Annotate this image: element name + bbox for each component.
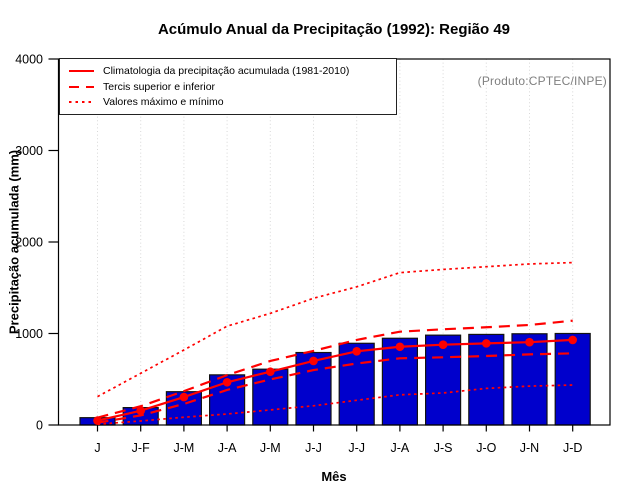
y-tick-label: 3000	[15, 144, 43, 158]
series-line-dotted-3	[97, 261, 573, 398]
climatology-marker	[482, 339, 491, 348]
x-tick-label: J-A	[391, 441, 410, 455]
x-tick-label: J-J	[305, 441, 322, 455]
dotted-line-icon	[69, 100, 94, 103]
x-tick-label: J-S	[434, 441, 453, 455]
x-axis-title: Mês	[321, 469, 347, 484]
climatology-marker	[136, 406, 145, 416]
produto-watermark: (Produto:CPTEC/INPE)	[477, 74, 607, 88]
climatology-marker	[395, 342, 405, 352]
climatology-marker	[179, 392, 189, 402]
x-tick-label: J-O	[476, 441, 496, 455]
legend-item-tercis: Tercis superior e inferior	[69, 81, 392, 93]
legend-label: Valores máximo e mínimo	[103, 95, 224, 108]
climatology-marker	[568, 335, 577, 345]
bar	[554, 332, 591, 426]
solid-line-icon	[69, 70, 94, 73]
x-tick-label: J-D	[563, 441, 582, 455]
x-tick-label: J-F	[132, 441, 150, 455]
climatology-marker	[266, 367, 275, 376]
series-line-dashed-2	[97, 352, 573, 424]
climatology-marker	[438, 340, 448, 349]
legend-item-maxmin: Valores máximo e mínimo	[69, 96, 392, 108]
legend-label: Tercis superior e inferior	[103, 80, 216, 93]
x-tick-label: J-M	[173, 441, 194, 455]
bar	[381, 337, 418, 426]
x-tick-label: J	[94, 441, 100, 455]
y-tick-label: 2000	[15, 236, 43, 250]
climatology-marker	[525, 337, 534, 347]
legend-item-climatology: Climatologia da precipitação acumulada (…	[69, 65, 392, 77]
y-tick-label: 1000	[15, 327, 43, 341]
x-tick-label: J-N	[520, 441, 539, 455]
y-axis-title: Precipitação acumulada (mm)	[6, 149, 22, 335]
y-tick-label: 0	[36, 419, 43, 433]
climatology-marker	[309, 356, 318, 366]
series-line-dashed-1	[97, 319, 573, 419]
x-tick-label: J-J	[348, 441, 365, 455]
chart-legend: Climatologia da precipitação acumulada (…	[59, 58, 397, 115]
climatology-marker	[352, 347, 362, 356]
series-line-dotted-4	[97, 384, 573, 426]
legend-label: Climatologia da precipitação acumulada (…	[103, 65, 350, 78]
series-line-solid-0	[97, 338, 573, 422]
bar	[511, 333, 548, 426]
bar	[468, 333, 505, 426]
climatology-marker	[93, 416, 102, 425]
dashed-line-icon	[69, 85, 94, 88]
x-tick-label: J-A	[218, 441, 237, 455]
y-tick-label: 4000	[15, 53, 43, 67]
chart-title: Acúmulo Anual da Precipitação (1992): Re…	[157, 21, 511, 38]
climatology-marker	[222, 377, 232, 387]
x-tick-label: J-M	[260, 441, 281, 455]
